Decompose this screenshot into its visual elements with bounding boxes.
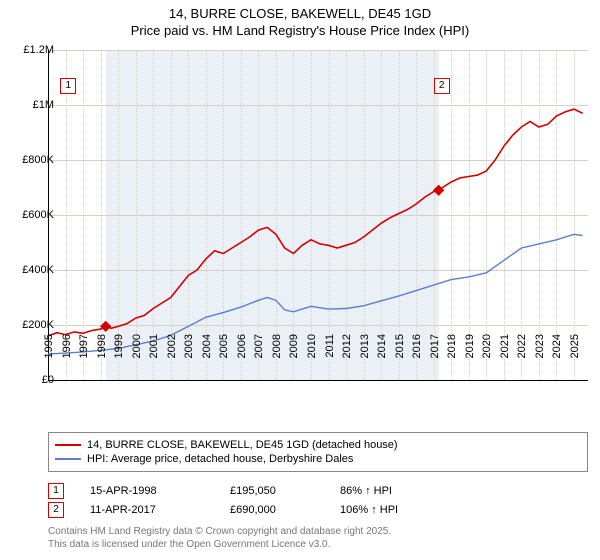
x-tick-label: 1998 [96, 334, 108, 358]
transaction-row-1: 1 15-APR-1998 £195,050 86% ↑ HPI [48, 483, 460, 499]
y-tick-label: £0 [10, 374, 54, 386]
marker-label-2: 2 [434, 78, 450, 94]
transaction-marker-2: 2 [48, 502, 64, 518]
legend-item-property: 14, BURRE CLOSE, BAKEWELL, DE45 1GD (det… [55, 439, 581, 451]
transactions-table: 1 15-APR-1998 £195,050 86% ↑ HPI 2 11-AP… [48, 480, 460, 521]
x-tick-label: 2004 [201, 334, 213, 358]
plot-area: 12 [48, 50, 588, 380]
transaction-date-1: 15-APR-1998 [90, 485, 230, 497]
y-tick-label: £200K [10, 319, 54, 331]
title-line2: Price paid vs. HM Land Registry's House … [0, 23, 600, 40]
marker-diamond-1 [100, 321, 111, 332]
x-tick-label: 2022 [516, 334, 528, 358]
x-tick-label: 2008 [271, 334, 283, 358]
x-tick-label: 2010 [306, 334, 318, 358]
marker-diamond-2 [433, 185, 444, 196]
x-tick-label: 1997 [78, 334, 90, 358]
y-tick-label: £1.2M [10, 44, 54, 56]
footer: Contains HM Land Registry data © Crown c… [48, 526, 391, 551]
x-tick-label: 1999 [113, 334, 125, 358]
x-tick-label: 2023 [534, 334, 546, 358]
title-line1: 14, BURRE CLOSE, BAKEWELL, DE45 1GD [0, 6, 600, 23]
x-tick-label: 2000 [131, 334, 143, 358]
transaction-marker-1: 1 [48, 483, 64, 499]
transaction-pct-1: 86% ↑ HPI [340, 485, 460, 497]
x-tick-label: 2017 [429, 334, 441, 358]
line-series-svg [48, 50, 588, 380]
legend-swatch-hpi [55, 458, 81, 460]
y-tick-label: £1M [10, 99, 54, 111]
legend-swatch-property [55, 444, 81, 446]
x-tick-label: 2007 [253, 334, 265, 358]
legend-label-property: 14, BURRE CLOSE, BAKEWELL, DE45 1GD (det… [87, 439, 398, 451]
x-tick-label: 2018 [446, 334, 458, 358]
x-tick-label: 2019 [464, 334, 476, 358]
x-tick-label: 2021 [499, 334, 511, 358]
x-tick-label: 2005 [218, 334, 230, 358]
transaction-price-1: £195,050 [230, 485, 340, 497]
x-tick-label: 2011 [324, 334, 336, 358]
y-tick-label: £800K [10, 154, 54, 166]
x-tick-label: 2025 [569, 334, 581, 358]
legend-item-hpi: HPI: Average price, detached house, Derb… [55, 453, 581, 465]
x-tick-label: 2003 [183, 334, 195, 358]
x-tick-label: 2024 [551, 334, 563, 358]
y-tick-label: £600K [10, 209, 54, 221]
footer-line2: This data is licensed under the Open Gov… [48, 539, 391, 552]
x-tick-label: 2001 [148, 334, 160, 358]
legend: 14, BURRE CLOSE, BAKEWELL, DE45 1GD (det… [48, 432, 588, 472]
x-tick-label: 2014 [376, 334, 388, 358]
transaction-price-2: £690,000 [230, 504, 340, 516]
transaction-row-2: 2 11-APR-2017 £690,000 106% ↑ HPI [48, 502, 460, 518]
chart-title: 14, BURRE CLOSE, BAKEWELL, DE45 1GD Pric… [0, 0, 600, 40]
y-tick-label: £400K [10, 264, 54, 276]
x-tick-label: 1996 [61, 334, 73, 358]
series-property [48, 109, 583, 336]
x-tick-label: 2020 [481, 334, 493, 358]
x-tick-label: 2002 [166, 334, 178, 358]
x-tick-label: 2016 [411, 334, 423, 358]
marker-label-1: 1 [60, 78, 76, 94]
x-tick-label: 2015 [394, 334, 406, 358]
x-tick-label: 2006 [236, 334, 248, 358]
legend-label-hpi: HPI: Average price, detached house, Derb… [87, 453, 353, 465]
footer-line1: Contains HM Land Registry data © Crown c… [48, 526, 391, 539]
x-tick-label: 2013 [359, 334, 371, 358]
x-tick-label: 1995 [43, 334, 55, 358]
x-tick-label: 2009 [288, 334, 300, 358]
transaction-pct-2: 106% ↑ HPI [340, 504, 460, 516]
x-tick-label: 2012 [341, 334, 353, 358]
transaction-date-2: 11-APR-2017 [90, 504, 230, 516]
chart-container: 14, BURRE CLOSE, BAKEWELL, DE45 1GD Pric… [0, 0, 600, 560]
